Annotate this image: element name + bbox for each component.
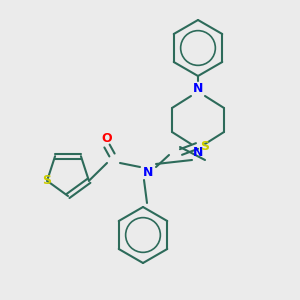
Text: S: S <box>43 174 52 187</box>
Text: N: N <box>193 146 203 158</box>
Text: O: O <box>102 131 112 145</box>
Text: S: S <box>200 140 209 152</box>
Text: N: N <box>143 166 153 178</box>
Text: N: N <box>193 82 203 94</box>
